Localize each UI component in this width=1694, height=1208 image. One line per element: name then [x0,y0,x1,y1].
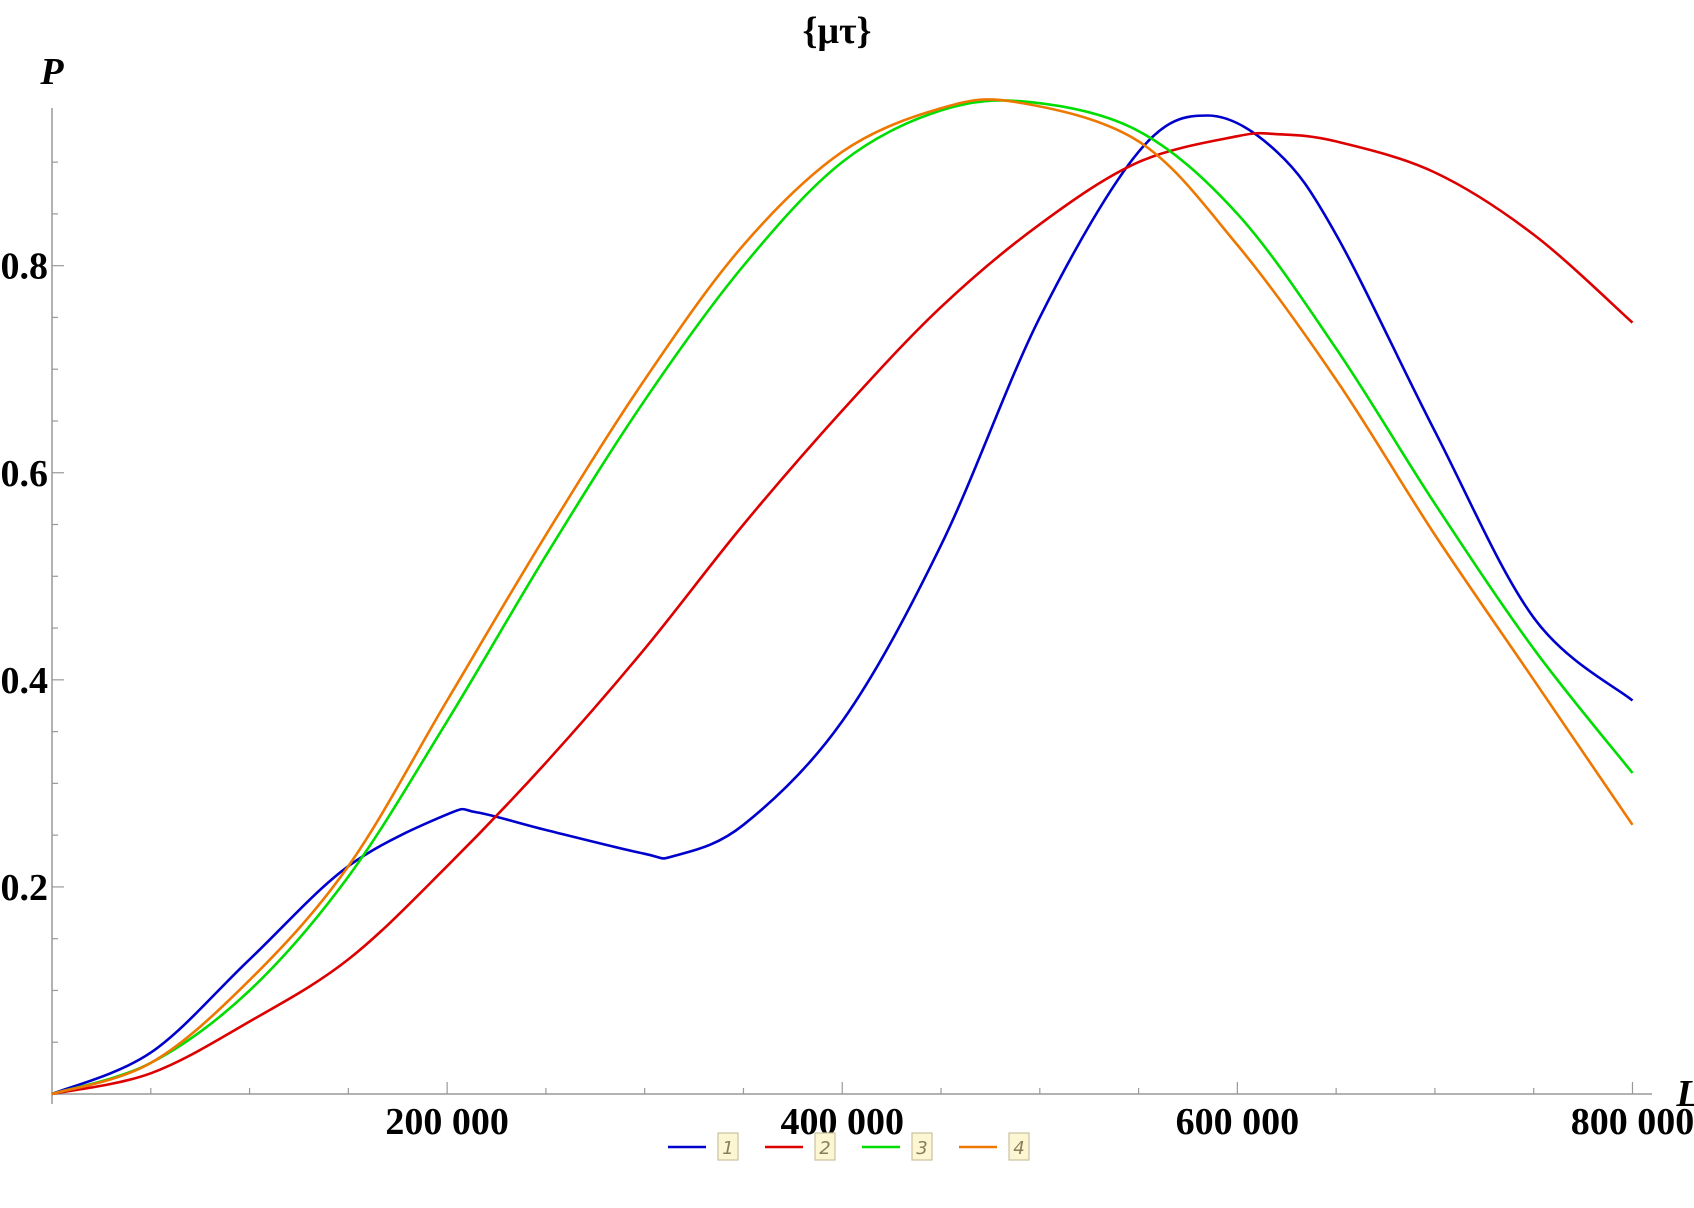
legend-label-2: 2 [819,1138,830,1159]
legend-label-box [1008,1132,1030,1161]
x-axis-label: L [1675,1073,1694,1115]
series-line-3 [51,99,1634,1096]
y-tick-label: 0.2 [1,867,49,909]
legend-label-box [717,1132,739,1161]
legend-label-box [911,1132,933,1161]
series-line-2 [51,131,1634,1096]
x-tick-label: 800 000 [1571,1101,1694,1143]
y-axis-label: P [39,51,64,93]
y-tick-label: 0.8 [1,246,49,288]
series-layer [51,98,1634,1096]
x-tick-label: 600 000 [1176,1101,1300,1143]
legend-label-1: 1 [722,1138,733,1159]
series-line-1 [51,114,1634,1096]
legend: 1 2 3 4 [668,1132,1030,1161]
y-tick-label: 0.4 [1,660,49,702]
chart-title: {μτ} [802,10,871,52]
x-tick-label: 200 000 [385,1101,509,1143]
x-tick-label: 400 000 [780,1101,904,1143]
series-line-4 [51,98,1634,1096]
axes: 200 000 400 000 600 000 800 000 0.2 0.4 0.6 0.8 [1,108,1694,1143]
legend-label-4: 4 [1013,1138,1024,1159]
y-tick-label: 0.6 [1,453,49,495]
legend-label-3: 3 [916,1138,927,1159]
legend-label-box [814,1132,836,1161]
